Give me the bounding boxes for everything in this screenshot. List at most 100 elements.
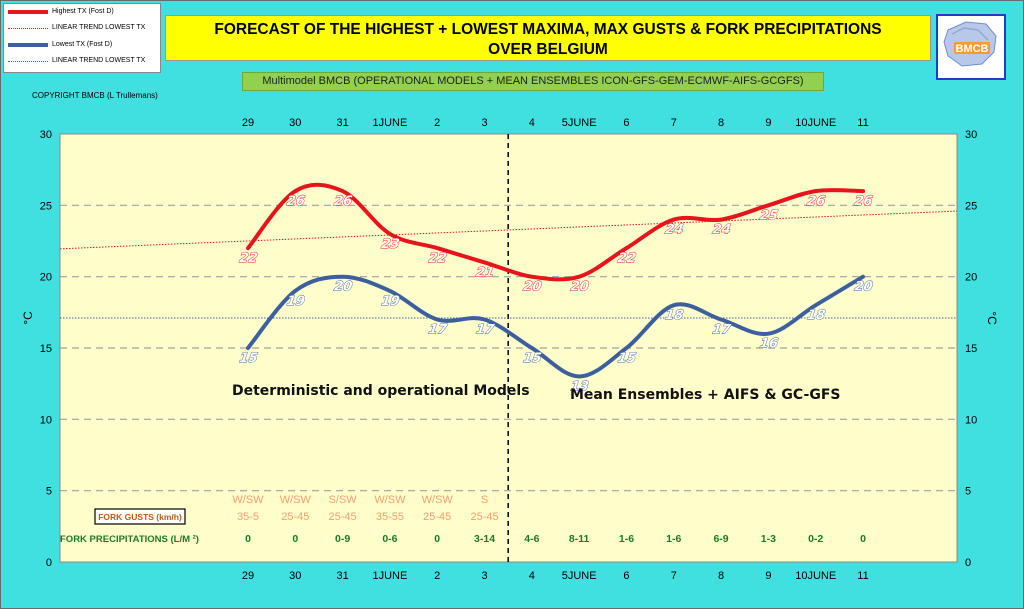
lowest-tx-data-label: 18 [806,308,826,323]
x-tick-label-top: 5JUNE [562,117,597,129]
lowest-tx-point [766,332,770,336]
gust-direction: S [481,494,488,506]
y-tick-label-left: 30 [40,129,52,141]
lowest-tx-data-label: 17 [711,323,732,338]
x-tick-label-top: 6 [623,117,629,129]
highest-tx-point [672,218,676,222]
y-tick-label-right: 30 [965,129,977,141]
legend-label-highest-tx: Highest TX (Fost D) [52,8,114,15]
y-tick-label-right: 25 [965,200,977,212]
forecast-table-rows: FORK GUSTS (km/h) W/SW W/SW S/SW W/SW W/SW S 35… [60,494,866,545]
chart-title-line-2: OVER BELGIUM [488,41,608,58]
lowest-tx-point [672,303,676,307]
lowest-tx-point [435,317,439,321]
precip-value: 8-11 [569,533,590,545]
x-tick-label-top: 31 [336,117,348,129]
lowest-tx-data-label: 18 [664,308,684,323]
lowest-tx-point [814,303,818,307]
lowest-tx-data-label: 17 [475,323,496,338]
highest-tx-point [719,218,723,222]
highest-tx-point [246,246,250,250]
highest-tx-data-label: 22 [617,251,637,266]
lowest-tx-point [577,375,581,379]
x-tick-label-bottom: 6 [623,570,629,582]
precip-value: 1-6 [666,533,681,545]
legend-label-trend-lowest: LINEAR TREND LOWEST TX [52,57,146,64]
lowest-tx-point [341,275,345,279]
trend-line [59,210,958,250]
lowest-tx-data-label: 17 [428,323,449,338]
highest-tx-point [293,189,297,193]
gust-range: 35-5 [237,511,259,523]
annotation-deterministic: Deterministic and operational Models [232,383,530,399]
chart-title-box: FORECAST OF THE HIGHEST + LOWEST MAXIMA,… [165,15,931,61]
precip-value: 0 [245,533,251,545]
precip-value: 0-6 [382,533,397,545]
gust-direction: W/SW [374,494,406,506]
lowest-tx-point [624,346,628,350]
highest-tx-data-label: 23 [380,237,400,252]
annotations: Deterministic and operational Models Mean… [232,383,840,403]
legend-item-trend-highest: LINEAR TREND LOWEST TX [8,22,158,36]
x-tick-label-bottom: 9 [765,570,771,582]
legend-swatch-trend-lowest [8,61,48,62]
gust-range: 35-55 [376,511,404,523]
highest-tx-data-label: 24 [711,223,731,238]
gust-range: 25-45 [281,511,309,523]
highest-tx-point [341,189,345,193]
y-tick-label-right: 0 [965,557,971,569]
x-tick-label-top: 30 [289,117,301,129]
lowest-tx-data-label: 16 [759,337,779,352]
highest-tx-point [530,275,534,279]
lowest-tx-point [293,289,297,293]
y-tick-label-right: 20 [965,272,977,284]
y-axis-label-right: °C [985,311,999,325]
precip-value: 0 [434,533,440,545]
trend-lines [59,210,958,319]
legend-label-trend-highest: LINEAR TREND LOWEST TX [52,24,146,31]
y-tick-label-left: 25 [40,200,52,212]
precip-value: 4-6 [524,533,539,545]
highest-tx-data-label: 26 [286,194,306,209]
x-tick-label-top: 11 [857,117,868,129]
y-tick-label-left: 5 [46,486,52,498]
precip-value: 6-9 [713,533,728,545]
y-tick-label-left: 15 [40,343,52,355]
x-tick-label-top: 2 [434,117,440,129]
precip-value: 0 [860,533,866,545]
y-tick-label-right: 15 [965,343,977,355]
highest-tx-data-label: 26 [333,194,353,209]
legend-label-lowest-tx: Lowest TX (Fost D) [52,41,113,48]
y-tick-label-right: 10 [965,414,977,426]
highest-tx-data-label: 20 [522,280,542,295]
y-tick-label-right: 5 [965,486,971,498]
x-tick-label-bottom: 4 [529,570,535,582]
precip-value: 1-3 [761,533,776,545]
x-tick-label-bottom: 7 [671,570,677,582]
lowest-tx-data-label: 15 [617,351,637,366]
highest-tx-point [577,275,581,279]
highest-tx-data-label: 26 [853,194,873,209]
chart-title-line-1: FORECAST OF THE HIGHEST + LOWEST MAXIMA,… [214,21,882,38]
gust-direction: S/SW [329,494,358,506]
highest-tx-point [435,246,439,250]
x-tick-label-bottom: 8 [718,570,724,582]
chart-subtitle: Multimodel BMCB (OPERATIONAL MODELS + ME… [242,72,824,91]
y-tick-label-left: 10 [40,414,52,426]
highest-tx-data-label: 20 [570,280,590,295]
highest-tx-point [766,203,770,207]
lowest-tx-point [861,275,865,279]
lowest-tx-point [530,346,534,350]
legend-swatch-lowest-tx [8,43,48,47]
annotation-ensembles: Mean Ensembles + AIFS & GC-GFS [570,387,840,403]
lowest-tx-point [483,317,487,321]
lowest-tx-data-label: 13 [570,380,590,395]
highest-tx-point [814,189,818,193]
x-tick-label-top: 1JUNE [373,117,408,129]
lowest-tx-point [388,289,392,293]
y-tick-label-left: 0 [46,557,52,569]
gust-direction: W/SW [422,494,454,506]
x-tick-label-bottom: 3 [481,570,487,582]
